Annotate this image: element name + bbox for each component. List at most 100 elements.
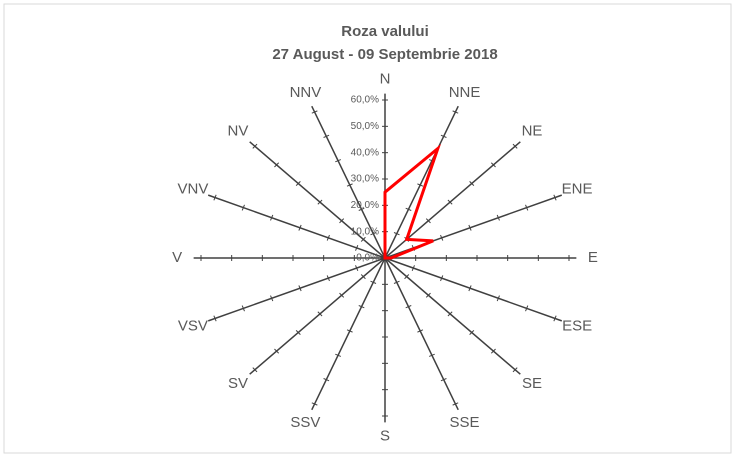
tick-mark xyxy=(274,162,280,168)
tick-mark xyxy=(326,275,330,282)
radar-line xyxy=(383,143,441,260)
tick-mark xyxy=(525,204,529,211)
tick-mark xyxy=(452,110,459,114)
tick-mark xyxy=(358,207,365,211)
tick-mark xyxy=(370,232,377,236)
category-label: S xyxy=(380,428,390,445)
tick-mark xyxy=(469,330,475,335)
category-label: SE xyxy=(522,375,542,392)
tick-mark xyxy=(405,207,412,211)
y-tick-label: 20,0% xyxy=(351,200,379,211)
chart-subtitle: 27 August - 09 Septembrie 2018 xyxy=(272,46,497,63)
tick-mark xyxy=(490,348,496,354)
tick-mark xyxy=(370,280,377,284)
category-label: SSE xyxy=(450,414,480,431)
tick-mark xyxy=(355,244,359,251)
axis-line xyxy=(384,105,459,259)
tick-mark xyxy=(295,330,301,335)
tick-mark xyxy=(440,234,444,241)
tick-mark xyxy=(469,181,475,186)
tick-mark xyxy=(335,159,342,163)
tick-mark xyxy=(274,348,280,354)
tick-mark xyxy=(311,402,318,406)
axis-line xyxy=(384,257,563,322)
tick-mark xyxy=(496,214,500,221)
y-tick-label: 0,0% xyxy=(356,253,379,264)
chart-border xyxy=(3,3,732,454)
tick-mark xyxy=(346,183,353,187)
tick-mark xyxy=(317,199,323,205)
category-label: SV xyxy=(228,375,248,392)
category-label: E xyxy=(588,249,598,266)
tick-mark xyxy=(298,285,302,292)
tick-mark xyxy=(323,134,330,138)
tick-mark xyxy=(335,353,342,357)
y-tick-label: 60,0% xyxy=(351,95,379,106)
category-label: NV xyxy=(228,123,249,140)
tick-mark xyxy=(346,329,353,333)
tick-mark xyxy=(440,378,447,382)
y-tick-label: 30,0% xyxy=(351,174,379,185)
tick-mark xyxy=(355,265,359,272)
tick-mark xyxy=(512,367,518,373)
tick-mark xyxy=(425,292,431,298)
tick-mark xyxy=(323,378,330,382)
tick-mark xyxy=(525,305,529,312)
tick-mark xyxy=(404,274,410,280)
tick-mark xyxy=(411,265,415,272)
category-label: ENE xyxy=(562,181,593,198)
tick-mark xyxy=(468,224,472,231)
category-label: VNV xyxy=(177,181,208,198)
tick-mark xyxy=(553,194,557,201)
tick-mark xyxy=(490,162,496,168)
tick-mark xyxy=(553,315,557,322)
tick-mark xyxy=(440,275,444,282)
tick-mark xyxy=(447,199,453,205)
tick-mark xyxy=(512,143,518,149)
axis-line xyxy=(207,194,386,259)
tick-mark xyxy=(440,134,447,138)
category-label: VSV xyxy=(178,317,208,334)
axis-line xyxy=(384,257,459,411)
tick-mark xyxy=(339,218,345,224)
tick-mark xyxy=(468,285,472,292)
tick-mark xyxy=(360,274,366,280)
tick-mark xyxy=(270,295,274,302)
chart-title: Roza valului xyxy=(341,23,429,40)
tick-mark xyxy=(417,329,424,333)
y-tick-label: 40,0% xyxy=(351,147,379,158)
tick-mark xyxy=(241,204,245,211)
category-label: NE xyxy=(522,123,543,140)
y-tick-label: 10,0% xyxy=(351,226,379,237)
tick-mark xyxy=(298,224,302,231)
tick-mark xyxy=(326,234,330,241)
tick-mark xyxy=(360,236,366,242)
tick-mark xyxy=(339,292,345,298)
tick-mark xyxy=(393,280,400,284)
axis-line xyxy=(249,257,386,375)
category-label: N xyxy=(380,70,391,87)
axis-line xyxy=(311,105,386,259)
tick-mark xyxy=(496,295,500,302)
category-label: NNE xyxy=(449,84,481,101)
axis-line xyxy=(207,257,386,322)
tick-mark xyxy=(358,305,365,309)
category-label: ESE xyxy=(562,317,592,334)
tick-mark xyxy=(241,305,245,312)
tick-mark xyxy=(213,315,217,322)
tick-mark xyxy=(213,194,217,201)
tick-mark xyxy=(295,181,301,186)
tick-mark xyxy=(417,183,424,187)
tick-mark xyxy=(425,218,431,224)
tick-mark xyxy=(317,311,323,317)
category-label: NNV xyxy=(290,84,322,101)
tick-mark xyxy=(311,110,318,114)
tick-mark xyxy=(252,143,258,149)
y-tick-label: 50,0% xyxy=(351,121,379,132)
category-label: V xyxy=(172,249,182,266)
axis-line xyxy=(249,141,386,259)
tick-mark xyxy=(405,305,412,309)
axis-line xyxy=(311,257,386,411)
tick-mark xyxy=(270,214,274,221)
